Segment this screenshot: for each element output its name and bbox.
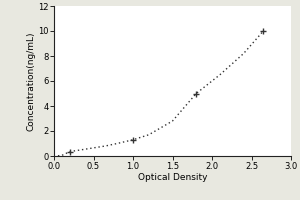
X-axis label: Optical Density: Optical Density [138, 173, 207, 182]
Y-axis label: Concentration(ng/mL): Concentration(ng/mL) [26, 31, 35, 131]
